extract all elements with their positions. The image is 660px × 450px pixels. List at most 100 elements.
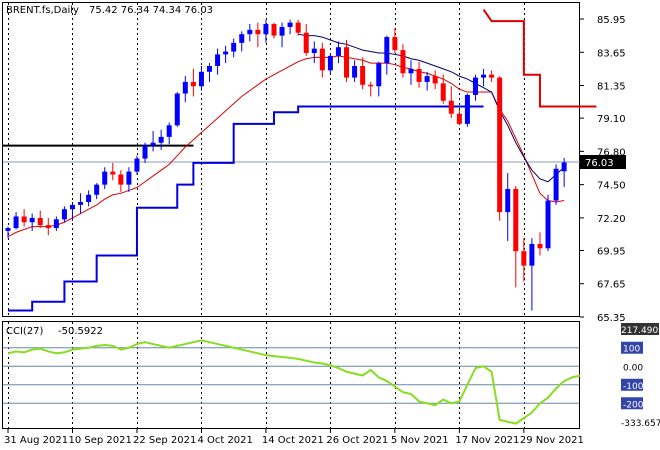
current-price-tag-box [580, 155, 626, 169]
candle[interactable] [497, 76, 503, 221]
candle-body [126, 171, 132, 185]
candle[interactable] [13, 212, 19, 230]
time-axis-label: 31 Aug 2021 [4, 435, 68, 446]
candle[interactable] [182, 76, 188, 103]
fast-moving-average [7, 55, 565, 238]
cci-level-label: 100 [623, 345, 640, 355]
candle[interactable] [521, 238, 527, 282]
candle[interactable] [53, 216, 59, 231]
time-axis[interactable]: 31 Aug 2021 10 Sep 2021 22 Sep 2021 4 Oct 2… [4, 429, 584, 446]
candle[interactable] [311, 41, 317, 64]
candle-body [344, 47, 350, 78]
candle-body [295, 22, 301, 33]
candle[interactable] [158, 129, 164, 150]
candle[interactable] [207, 63, 212, 82]
candle[interactable] [94, 183, 100, 200]
candle[interactable] [215, 48, 221, 75]
candle-body [174, 93, 180, 126]
candle[interactable] [513, 186, 519, 288]
candle[interactable] [279, 22, 285, 48]
candle[interactable] [239, 31, 245, 52]
cci-indicator-panel[interactable]: CCI(27) -50.5922 [2, 321, 581, 429]
candle[interactable] [45, 217, 51, 236]
candle[interactable] [142, 142, 148, 163]
candle[interactable] [78, 193, 84, 214]
candle[interactable] [561, 158, 567, 187]
candle[interactable] [150, 131, 156, 152]
candle[interactable] [360, 57, 366, 90]
candle-body [271, 24, 277, 36]
time-axis-label: 4 Oct 2021 [197, 435, 252, 446]
candle-body [505, 188, 511, 213]
candle[interactable] [529, 238, 535, 311]
candle[interactable] [416, 61, 422, 88]
main-price-panel[interactable]: BRENT.fs,Daily 75.42 76.34 74.34 76.03 [2, 2, 597, 317]
candle[interactable] [553, 164, 559, 205]
price-axis-label: 79.10 [597, 114, 626, 125]
price-axis[interactable]: 85.95 83.65 81.35 79.10 76.80 74.50 72.20 69.95… [580, 15, 626, 324]
candle[interactable] [198, 66, 204, 91]
candle[interactable] [472, 74, 478, 101]
candle[interactable] [86, 190, 92, 207]
candle[interactable] [21, 209, 27, 227]
moving-averages [7, 33, 565, 238]
candlestick-series[interactable] [5, 19, 567, 311]
price-channels [3, 9, 597, 312]
candle[interactable] [231, 38, 237, 58]
candle-body [263, 24, 269, 35]
candle[interactable] [489, 70, 495, 82]
candle[interactable] [271, 22, 277, 39]
candle[interactable] [376, 61, 382, 97]
cci-level-tag [621, 397, 643, 410]
candle-body [223, 51, 229, 55]
candle[interactable] [392, 28, 398, 53]
candle[interactable] [166, 122, 172, 145]
candle[interactable] [464, 93, 470, 127]
candle[interactable] [61, 206, 67, 223]
candle[interactable] [37, 210, 43, 229]
candle[interactable] [319, 42, 325, 78]
candle-body [481, 74, 487, 78]
candle[interactable] [384, 35, 390, 75]
candle[interactable] [223, 45, 229, 64]
candle[interactable] [400, 44, 406, 78]
candle[interactable] [255, 22, 261, 48]
candle[interactable] [352, 60, 358, 82]
candle[interactable] [545, 194, 551, 252]
cci-axis[interactable]: 217.4909 100 0.00 -100 -200 -333.657 [621, 323, 660, 429]
candle[interactable] [263, 19, 269, 43]
candle[interactable] [287, 19, 293, 35]
candle[interactable] [432, 70, 438, 90]
candle[interactable] [174, 92, 180, 127]
cci-axis-levels: 100 0.00 -100 -200 [621, 341, 644, 410]
candle[interactable] [505, 173, 511, 242]
candle[interactable] [481, 68, 487, 87]
candle[interactable] [110, 162, 116, 181]
candle[interactable] [335, 41, 341, 64]
candle[interactable] [537, 232, 543, 256]
candle[interactable] [408, 60, 414, 85]
candle[interactable] [247, 24, 253, 42]
candle[interactable] [134, 155, 140, 175]
cci-level-tag [621, 341, 643, 354]
candle[interactable] [344, 39, 350, 82]
candle[interactable] [5, 226, 11, 239]
candle-body [360, 66, 366, 85]
candle-body [37, 217, 43, 226]
candle[interactable] [456, 109, 462, 126]
candle[interactable] [440, 74, 446, 104]
candle[interactable] [448, 86, 454, 119]
candle[interactable] [29, 213, 35, 231]
candle-body [53, 219, 59, 229]
candle[interactable] [368, 81, 374, 97]
candle[interactable] [327, 52, 333, 75]
candle[interactable] [126, 167, 132, 192]
candle[interactable] [424, 71, 430, 91]
candle[interactable] [295, 19, 301, 36]
candle[interactable] [118, 170, 124, 192]
candle[interactable] [303, 24, 309, 56]
candle[interactable] [69, 201, 75, 221]
candle[interactable] [190, 68, 196, 97]
candle[interactable] [102, 167, 108, 189]
